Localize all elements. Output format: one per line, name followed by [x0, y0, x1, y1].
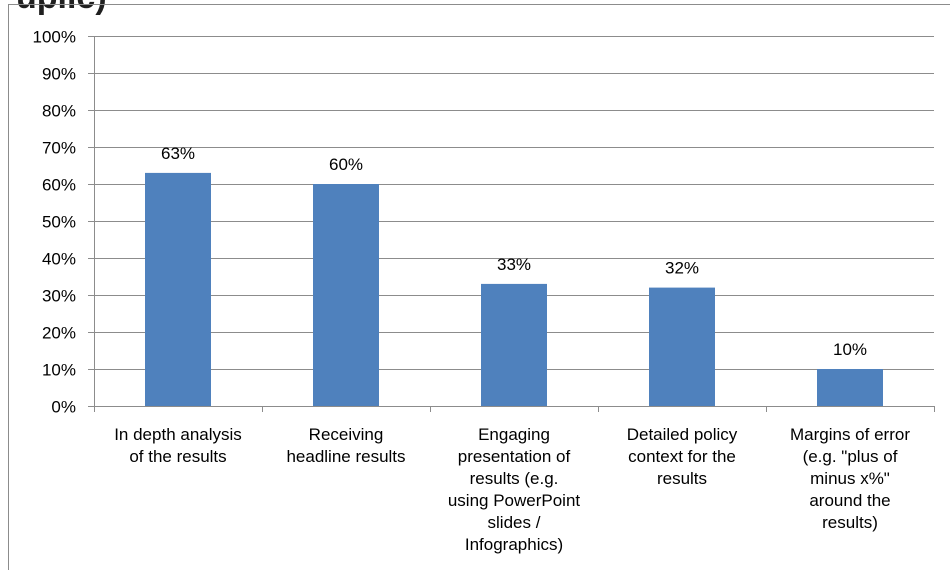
data-label-3: 33%	[497, 255, 531, 274]
y-tick-label: 90%	[42, 65, 76, 84]
data-label-1: 63%	[161, 144, 195, 163]
bar-4	[649, 287, 715, 406]
category-label-1: of the results	[129, 447, 226, 466]
y-tick-label: 30%	[42, 287, 76, 306]
gridlines	[94, 36, 934, 370]
chart-frame	[8, 4, 950, 570]
y-tick-label: 0%	[51, 398, 76, 417]
category-label-5: around the	[809, 491, 890, 510]
category-label-5: (e.g. "plus of	[803, 447, 898, 466]
category-label-3: slides /	[488, 513, 541, 532]
category-label-2: headline results	[286, 447, 405, 466]
y-tick-label: 60%	[42, 176, 76, 195]
y-tick-label: 20%	[42, 324, 76, 343]
category-label-4: results	[657, 469, 707, 488]
category-label-5: minus x%"	[810, 469, 890, 488]
category-label-3: using PowerPoint	[448, 491, 581, 510]
y-tick-label: 40%	[42, 250, 76, 269]
data-label-5: 10%	[833, 340, 867, 359]
category-label-3: Engaging	[478, 425, 550, 444]
y-tick-label: 70%	[42, 139, 76, 158]
y-tick-label: 80%	[42, 102, 76, 121]
category-label-3: results (e.g.	[470, 469, 559, 488]
bar-5	[817, 369, 883, 406]
category-label-3: presentation of	[458, 447, 571, 466]
data-label-2: 60%	[329, 155, 363, 174]
category-label-2: Receiving	[309, 425, 384, 444]
axes	[88, 36, 935, 412]
y-tick-label: 100%	[33, 28, 76, 47]
category-label-3: Infographics)	[465, 535, 563, 554]
category-label-4: context for the	[628, 447, 736, 466]
bar-1	[145, 172, 211, 406]
category-label-1: In depth analysis	[114, 425, 242, 444]
data-label-4: 32%	[665, 259, 699, 278]
category-label-5: results)	[822, 513, 878, 532]
y-tick-label: 50%	[42, 213, 76, 232]
labels: 0% 10% 20% 30% 40% 50% 60% 70% 80% 90% 100% 63% In d…	[33, 28, 911, 555]
bar-3	[481, 283, 547, 406]
y-tick-label: 10%	[42, 361, 76, 380]
category-label-5: Margins of error	[790, 425, 910, 444]
category-label-4: Detailed policy	[627, 425, 738, 444]
bars	[145, 172, 883, 406]
bar-2	[313, 184, 379, 406]
